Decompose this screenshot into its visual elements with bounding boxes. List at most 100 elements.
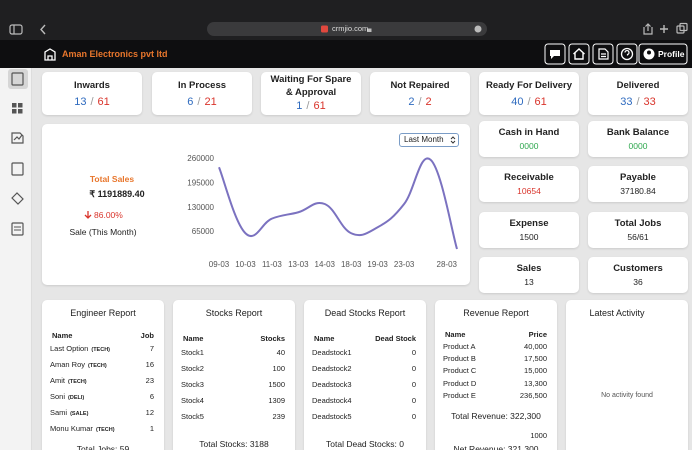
report-row-value: 236,500: [519, 390, 547, 400]
nav-active-bg: [8, 69, 28, 89]
nav-settings[interactable]: [11, 222, 24, 236]
report-footer: Total Dead Stocks: 0: [326, 439, 404, 449]
report-name: Sami: [50, 408, 68, 417]
status-total: 33: [643, 96, 656, 108]
url: crmjio.com: [332, 24, 369, 33]
info-card-title: Payable: [620, 172, 656, 183]
info-card-title: Total Jobs: [614, 218, 662, 229]
info-card: [479, 212, 579, 248]
sidebar-icons: [8, 69, 28, 236]
report-name: Deadstock5: [312, 412, 352, 421]
nav-tags[interactable]: [11, 192, 24, 205]
company-name: Aman Electronics pvt ltd: [62, 49, 168, 59]
info-card-value: 13: [524, 277, 534, 287]
info-card-title: Bank Balance: [606, 127, 670, 138]
sales-title: Total Sales: [89, 174, 135, 184]
sales-caption: Sale (This Month): [69, 227, 137, 237]
report-row-name: Product A: [443, 343, 476, 351]
back-button[interactable]: [40, 24, 46, 35]
report-row-value: 17,500: [524, 354, 547, 364]
report-row-name: Deadstock1: [312, 349, 352, 357]
info-card-value: 0000: [628, 141, 648, 151]
status-separator: /: [197, 96, 201, 108]
report-row-name: Product E: [443, 392, 476, 400]
info-card: [588, 121, 688, 157]
info-card-title: Customers: [613, 263, 663, 274]
report-row-name: Monu Kumar (TECH): [50, 425, 115, 434]
status-card-counts: 13/61: [74, 97, 110, 108]
more-icon[interactable]: [474, 25, 482, 33]
document-icon: [598, 48, 609, 60]
nav-inventory[interactable]: [11, 162, 24, 176]
report-card: [42, 300, 164, 450]
info-card-value: 0000: [519, 141, 539, 151]
report-column: Name: [52, 331, 73, 340]
report-name: Monu Kumar: [50, 424, 93, 433]
nav-reports[interactable]: [11, 132, 24, 144]
status-card-counts: 2/2: [408, 97, 431, 108]
info-card-title: Cash in Hand: [498, 127, 560, 138]
report-column: Job: [140, 331, 154, 340]
report-row-value: 16: [145, 360, 154, 369]
new-tab-button[interactable]: [660, 25, 668, 33]
report-row-name: Deadstock3: [312, 381, 352, 389]
report-row-name: Soni (DELI): [50, 393, 84, 402]
report-row-value: 1309: [268, 396, 285, 405]
report-column: Name: [314, 334, 335, 343]
report-row-name: Product D: [443, 378, 477, 388]
status-total: 61: [97, 96, 110, 108]
address-bar[interactable]: [207, 22, 487, 36]
sales-card: [42, 124, 470, 285]
status-separator: /: [418, 96, 422, 108]
report-row-name: Aman Roy (TECH): [50, 361, 107, 370]
report-title: Stocks Report: [205, 308, 263, 318]
chat-icon: [550, 50, 560, 59]
report-column: Dead Stock: [375, 334, 416, 343]
report-role: (TECH): [95, 427, 115, 433]
status-card-counts: 1/61: [296, 101, 325, 112]
report-row-name: Deadstock5: [312, 413, 352, 421]
tabs-button-back: [679, 22, 688, 32]
report-row-value: 0: [411, 396, 416, 405]
status-card-title: Ready For Delivery: [485, 80, 573, 91]
report-title: Dead Stocks Report: [324, 308, 406, 318]
profile-label: Profile: [658, 49, 685, 59]
report-row-name: Product C: [443, 367, 476, 375]
report-name: Deadstock3: [312, 380, 352, 389]
status-card-title: In Process: [177, 80, 227, 91]
status-total: 2: [425, 96, 432, 108]
report-row-name: Stock5: [181, 413, 204, 421]
report-row-value: 40: [276, 348, 285, 357]
report-row-value: 0: [411, 412, 416, 421]
report-name: Product B: [443, 354, 476, 364]
info-card: [588, 166, 688, 202]
report-name: Aman Roy: [50, 360, 86, 369]
status-card-title: Delivered: [616, 80, 660, 91]
report-footer: Total Revenue: 322,300: [451, 411, 541, 421]
report-row-name: Product B: [443, 355, 476, 363]
nav-dashboard[interactable]: [11, 72, 24, 86]
report-name: Product A: [443, 342, 476, 351]
status-separator: /: [306, 100, 310, 112]
period-select[interactable]: [399, 133, 459, 147]
share-button[interactable]: [643, 23, 653, 35]
profile-icon-head: [647, 50, 651, 55]
header-buttons: [544, 43, 688, 65]
report-row-value: 13,300: [524, 378, 547, 388]
nav-grid[interactable]: [12, 103, 23, 114]
sidebar-toggle[interactable]: [9, 24, 23, 35]
report-role: (TECH): [88, 363, 107, 369]
activity-card: [566, 300, 688, 450]
report-name: Product D: [443, 378, 477, 388]
status-value: 2: [408, 96, 415, 108]
help-button[interactable]: [616, 43, 638, 65]
report-row-value: 23: [145, 376, 154, 385]
nav-settings-lines: [14, 226, 21, 231]
report-row-value: 0: [411, 348, 416, 357]
status-card-counts: 6/21: [187, 97, 216, 108]
report-column: Stocks: [260, 334, 285, 343]
report-row-value: 239: [272, 412, 285, 421]
home-button[interactable]: [568, 43, 590, 65]
status-total: 21: [204, 96, 217, 108]
